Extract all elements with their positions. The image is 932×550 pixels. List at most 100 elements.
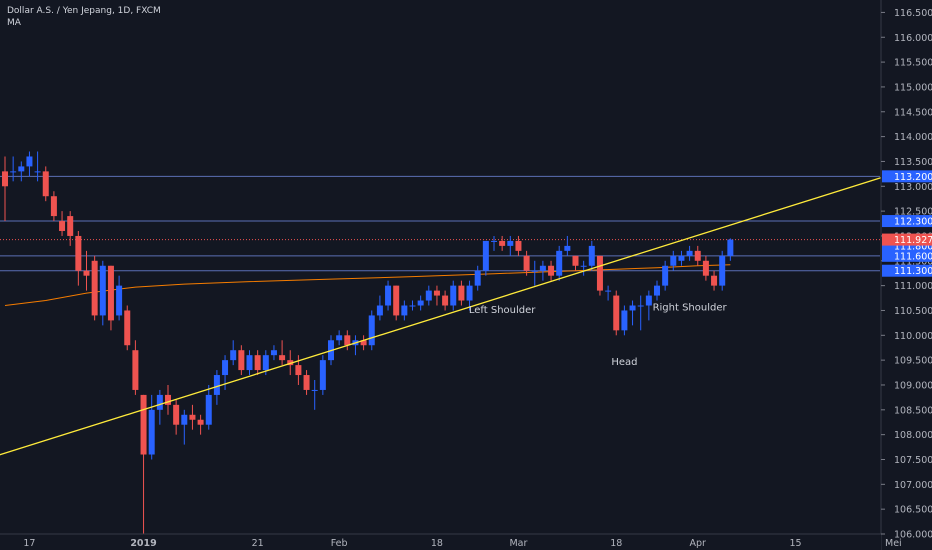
chart-legend: Dollar A.S. / Yen Jepang, 1D, FXCM MA <box>7 5 161 29</box>
candle-body <box>2 171 8 187</box>
price-tick-label: 106.000 <box>894 530 932 541</box>
candle-body <box>336 335 343 341</box>
price-tick-label: 114.000 <box>894 132 932 143</box>
price-tick-label: 113.000 <box>894 182 932 193</box>
candle-body <box>205 394 212 425</box>
price-tick-label: 110.000 <box>894 331 932 342</box>
candle-body <box>116 285 123 316</box>
candle-body <box>222 360 229 376</box>
time-tick-label: 2019 <box>130 538 156 549</box>
candle-body <box>197 419 204 425</box>
candle-body <box>621 310 628 331</box>
candle-body <box>523 255 530 271</box>
candle-body <box>75 235 82 271</box>
price-tick-label: 109.500 <box>894 356 932 367</box>
candle-body <box>572 255 579 266</box>
price-tick-label: 115.000 <box>894 82 932 93</box>
candle-body <box>213 375 220 395</box>
candle-body <box>295 365 302 376</box>
price-tick-label: 113.500 <box>894 157 932 168</box>
trendline[interactable] <box>0 175 886 496</box>
candle-body <box>702 260 709 276</box>
candle-body <box>637 305 644 307</box>
price-tick-label: 112.500 <box>894 207 932 218</box>
candle-body <box>556 250 563 276</box>
price-tick-label: 108.000 <box>894 430 932 441</box>
candle-body <box>254 355 261 371</box>
price-tick-label: 107.000 <box>894 480 932 491</box>
candle-body <box>34 171 41 173</box>
candle-body <box>59 221 66 231</box>
candle-body <box>605 290 612 292</box>
candle-body <box>417 300 424 306</box>
time-tick-label: 15 <box>790 538 802 549</box>
candle-body <box>670 255 677 266</box>
price-tick-label: 106.500 <box>894 505 932 516</box>
candle-body <box>564 245 571 251</box>
candle-body <box>67 216 74 236</box>
candle-body <box>230 350 237 361</box>
candle-body <box>515 240 522 251</box>
pattern-annotation: Right Shoulder <box>653 302 728 313</box>
candle-body <box>727 239 734 256</box>
level-price-tag: 111.300 <box>894 266 932 277</box>
candle-body <box>596 255 603 291</box>
level-price-tag: 113.200 <box>894 172 932 183</box>
candle-body <box>156 394 163 410</box>
candle-body <box>303 375 310 390</box>
candle-body <box>711 275 718 286</box>
time-axis[interactable] <box>0 534 881 550</box>
candle-body <box>262 355 269 371</box>
time-tick-label: Mei <box>885 538 902 549</box>
candle-body <box>368 315 375 346</box>
time-tick-label: Feb <box>331 538 348 549</box>
candle-body <box>165 394 171 405</box>
last-price-tag: 111.927 <box>894 235 932 246</box>
candle-body <box>654 285 660 296</box>
candle-body <box>10 171 17 173</box>
candle-body <box>450 285 457 306</box>
candle-body <box>588 245 595 266</box>
candle-body <box>385 285 392 306</box>
time-tick-label: Mar <box>509 538 527 549</box>
candle-body <box>279 355 286 361</box>
candle-body <box>686 250 693 256</box>
candle-body <box>694 250 701 261</box>
candle-body <box>83 270 90 276</box>
candle-body <box>629 305 636 311</box>
time-tick-label: 18 <box>431 538 443 549</box>
time-tick-label: 17 <box>23 538 35 549</box>
price-tick-label: 107.500 <box>894 455 932 466</box>
level-price-tag-box <box>882 249 932 262</box>
price-tick-label: 109.000 <box>894 380 932 391</box>
candle-body <box>344 335 351 346</box>
candle-body <box>401 305 408 316</box>
candle-body <box>645 295 652 306</box>
last-price-tag-box <box>882 233 932 246</box>
candle-body <box>50 196 57 217</box>
candle-body <box>507 240 514 246</box>
candle-body <box>425 290 432 301</box>
candle-body <box>18 166 25 172</box>
time-tick-label: 18 <box>610 538 622 549</box>
candle-body <box>107 265 114 321</box>
candle-body <box>99 265 106 316</box>
price-tick-label: 111.000 <box>894 281 932 292</box>
level-price-tag: 112.300 <box>894 217 932 228</box>
candle-body <box>376 305 383 316</box>
candle-body <box>173 404 180 425</box>
candle-body <box>91 260 98 316</box>
candle-body <box>181 414 188 425</box>
candle-body <box>270 350 277 356</box>
level-price-tag: 111.600 <box>894 251 932 262</box>
candle-body <box>140 394 147 455</box>
candle-body <box>238 350 245 371</box>
candle-body <box>189 414 196 420</box>
price-tick-label: 110.500 <box>894 306 932 317</box>
candle-body <box>287 360 294 366</box>
pattern-annotation: Head <box>611 357 637 368</box>
candle-body <box>360 340 367 346</box>
candle-body <box>466 285 473 301</box>
candle-body <box>539 265 546 271</box>
